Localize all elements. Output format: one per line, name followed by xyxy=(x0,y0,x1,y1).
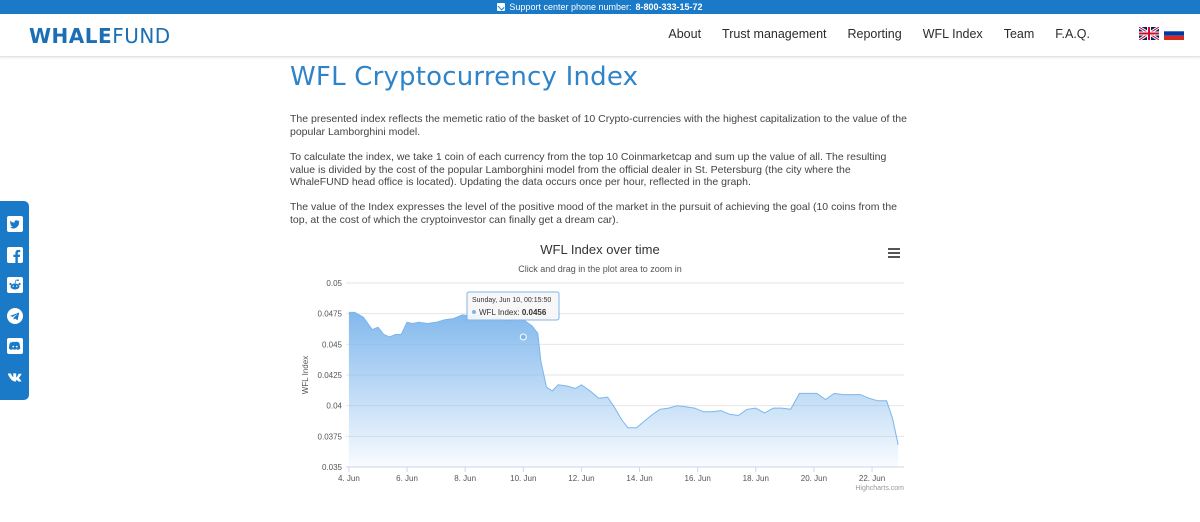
tooltip-series-dot xyxy=(472,310,476,314)
chart-title: WFL Index over time xyxy=(540,242,660,257)
nav-team[interactable]: Team xyxy=(1003,27,1035,41)
wfl-index-chart[interactable]: 0.035 0.0375 0.04 0.0425 0.045 0.0475 0.05 4. J… xyxy=(290,236,910,496)
social-share-bar xyxy=(0,201,29,400)
x-tick-label: 20. Jun xyxy=(801,474,827,483)
x-tick-label: 6. Jun xyxy=(396,474,418,483)
y-tick-label: 0.035 xyxy=(322,463,343,472)
y-tick-label: 0.0425 xyxy=(318,371,343,380)
y-tick-label: 0.04 xyxy=(326,402,342,411)
logo-whale: WHALE xyxy=(29,24,113,48)
x-tick-label: 22. Jun xyxy=(859,474,885,483)
support-phone[interactable]: 8-800-333-15-72 xyxy=(635,2,703,12)
telegram-icon[interactable] xyxy=(6,307,23,324)
chart-credits[interactable]: Highcharts.com xyxy=(855,485,904,492)
y-tick-label: 0.0475 xyxy=(318,310,343,319)
intro-paragraph: The presented index reflects the memetic… xyxy=(290,113,907,138)
logo-fund: FUND xyxy=(112,24,171,48)
tooltip-date: Sunday, Jun 10, 00:15:50 xyxy=(472,297,551,304)
page-title: WFL Cryptocurrency Index xyxy=(290,62,639,92)
x-tick-label: 12. Jun xyxy=(568,474,594,483)
y-tick-label: 0.05 xyxy=(326,279,342,288)
nav-reporting[interactable]: Reporting xyxy=(847,27,902,41)
chart-subtitle: Click and drag in the plot area to zoom … xyxy=(518,264,682,274)
language-switcher xyxy=(1139,27,1184,40)
tooltip-series-label: WFL Index: 0.0456 xyxy=(479,308,547,317)
x-tick-label: 18. Jun xyxy=(743,474,769,483)
tooltip-value: 0.0456 xyxy=(522,308,547,317)
main-nav: About Trust management Reporting WFL Ind… xyxy=(647,27,1090,41)
x-tick-label: 16. Jun xyxy=(685,474,711,483)
discord-icon[interactable] xyxy=(6,338,23,355)
x-tick-label: 8. Jun xyxy=(454,474,476,483)
y-tick-label: 0.0375 xyxy=(318,432,343,441)
nav-wfl-index[interactable]: WFL Index xyxy=(922,27,983,41)
support-bar: Support center phone number: 8-800-333-1… xyxy=(0,0,1200,14)
nav-faq[interactable]: F.A.Q. xyxy=(1055,27,1090,41)
tooltip-box xyxy=(466,291,560,321)
y-axis-title: WFL Index xyxy=(301,356,310,394)
main-content: WFL Cryptocurrency Index The presented i… xyxy=(290,58,910,226)
reddit-icon[interactable] xyxy=(6,277,23,294)
header: WHALEFUND About Trust management Reporti… xyxy=(0,14,1200,57)
hover-point[interactable] xyxy=(519,333,527,341)
meaning-paragraph: The value of the Index expresses the lev… xyxy=(290,201,898,226)
russia-flag-icon[interactable] xyxy=(1164,27,1184,40)
chart-svg[interactable]: 0.035 0.0375 0.04 0.0425 0.045 0.0475 0.05 4. J… xyxy=(290,236,910,496)
facebook-icon[interactable] xyxy=(6,246,23,263)
nav-trust-management[interactable]: Trust management xyxy=(722,27,827,41)
vk-icon[interactable] xyxy=(7,369,23,385)
uk-flag-icon[interactable] xyxy=(1139,27,1159,40)
x-tick-label: 4. Jun xyxy=(338,474,360,483)
x-tick-label: 10. Jun xyxy=(510,474,536,483)
chart-menu-icon[interactable] xyxy=(888,248,900,258)
support-text: Support center phone number: xyxy=(509,2,632,12)
series-area xyxy=(348,312,899,467)
twitter-icon[interactable] xyxy=(6,216,23,233)
nav-about[interactable]: About xyxy=(668,27,702,41)
y-tick-label: 0.045 xyxy=(322,340,343,349)
phone-icon xyxy=(497,3,506,11)
calculation-paragraph: To calculate the index, we take 1 coin o… xyxy=(290,151,887,188)
series-line[interactable] xyxy=(348,311,899,446)
logo[interactable]: WHALEFUND xyxy=(29,24,171,48)
x-tick-label: 14. Jun xyxy=(626,474,652,483)
